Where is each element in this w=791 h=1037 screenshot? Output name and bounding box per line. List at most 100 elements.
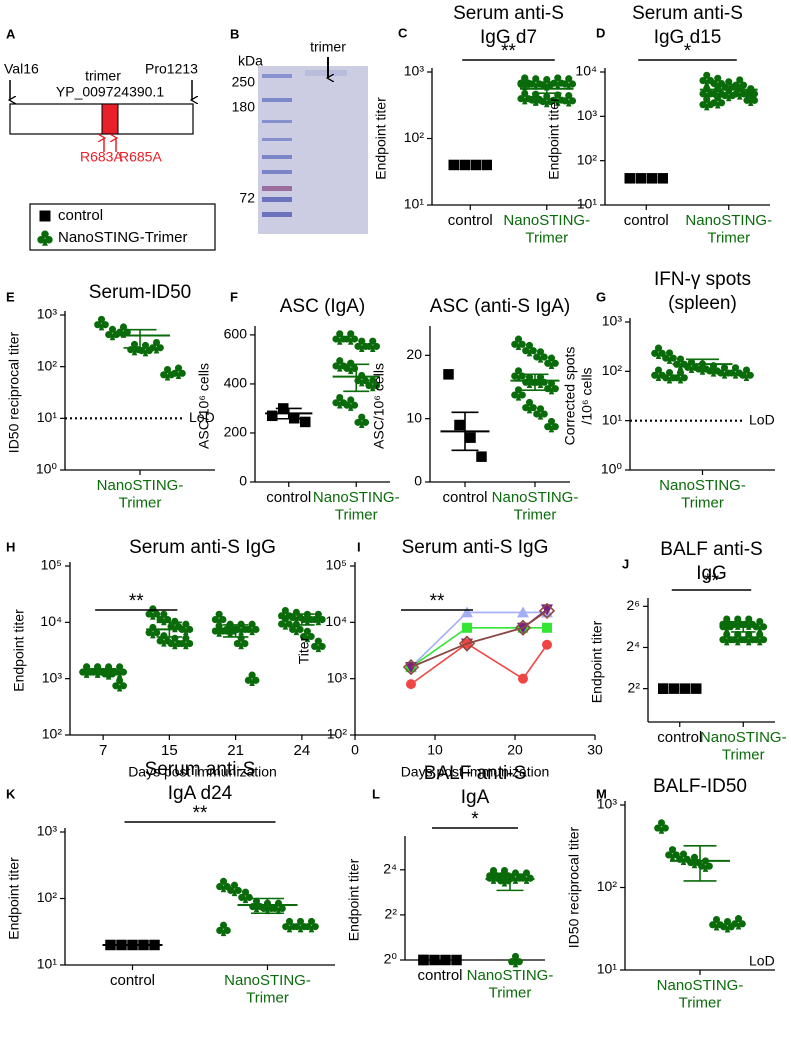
square xyxy=(657,173,668,184)
data-point xyxy=(418,954,429,966)
club-leaf xyxy=(116,676,124,685)
data-point xyxy=(448,159,459,171)
y-tick-label: 10² xyxy=(327,726,348,742)
club-leaf xyxy=(372,342,381,350)
data-point xyxy=(539,92,555,108)
club-leaf xyxy=(720,364,729,372)
x-tick-label: NanoSTING-Trimer xyxy=(685,212,772,246)
club-stem xyxy=(737,92,743,100)
panel-letter: M xyxy=(596,786,607,801)
data-point xyxy=(476,451,487,462)
club-leaf xyxy=(719,636,727,644)
data-point xyxy=(462,622,472,633)
data-point xyxy=(39,210,51,222)
y-tick-label: 10⁴ xyxy=(575,63,597,79)
x-tick-label: 0 xyxy=(351,742,359,758)
club-stem xyxy=(105,672,112,680)
club-stem xyxy=(116,670,123,678)
data-point xyxy=(406,679,416,690)
club-leaf xyxy=(336,393,344,402)
chart-title: IgG d7 xyxy=(480,27,537,48)
chart-title: IFN-γ spots xyxy=(654,269,751,290)
square xyxy=(448,159,459,171)
club-stem xyxy=(359,344,365,353)
club-stem xyxy=(666,356,673,364)
club-leaf xyxy=(551,385,559,393)
club-leaf xyxy=(160,610,168,618)
club-stem xyxy=(721,371,728,379)
panel-letter: L xyxy=(372,786,380,801)
club-leaf xyxy=(361,418,370,426)
club-stem xyxy=(150,612,156,620)
club-leaf xyxy=(756,630,764,639)
club-stem xyxy=(337,401,343,409)
club-leaf xyxy=(533,410,541,418)
club-stem xyxy=(238,627,244,636)
club-stem xyxy=(249,678,255,687)
club-stem xyxy=(231,888,238,897)
y-tick-label: 10³ xyxy=(327,669,348,685)
club-leaf xyxy=(536,405,545,413)
data-point xyxy=(561,92,577,107)
club-stem xyxy=(757,625,763,633)
club-leaf xyxy=(285,620,293,628)
data-point xyxy=(651,366,666,381)
data-point xyxy=(731,915,746,930)
club-leaf xyxy=(216,883,224,891)
club-stem xyxy=(746,638,752,646)
data-point xyxy=(138,341,153,357)
data-point xyxy=(514,619,532,636)
y-tick-label: 10⁰ xyxy=(601,461,623,477)
club-leaf xyxy=(311,642,319,651)
club-stem xyxy=(370,344,376,353)
significance-label: ** xyxy=(129,591,144,612)
club-leaf xyxy=(703,95,711,103)
square xyxy=(646,173,657,184)
club-leaf xyxy=(171,369,179,377)
y-tick-label: 10² xyxy=(577,151,598,167)
square xyxy=(454,419,465,431)
data-point xyxy=(517,89,533,105)
y-tick-label: 600 xyxy=(224,326,248,342)
club-leaf xyxy=(500,867,509,875)
lod-label: LoD xyxy=(189,409,215,425)
club-leaf xyxy=(296,625,304,634)
club-leaf xyxy=(215,622,223,630)
club-leaf xyxy=(699,101,707,109)
club-stem xyxy=(537,380,544,389)
square xyxy=(440,954,451,966)
club-leaf xyxy=(529,404,537,412)
club-leaf xyxy=(347,396,355,404)
trimer-band xyxy=(305,70,347,76)
data-point xyxy=(365,337,381,353)
lod-label: LoD xyxy=(749,411,775,427)
club-leaf xyxy=(219,921,228,929)
club-stem xyxy=(704,102,710,111)
x-tick-label: 7 xyxy=(99,742,107,759)
club-leaf xyxy=(296,917,305,925)
club-leaf xyxy=(215,610,223,618)
club-leaf xyxy=(745,615,753,623)
club-stem xyxy=(677,376,684,384)
club-leaf xyxy=(314,637,322,645)
data-point xyxy=(156,610,172,626)
data-point xyxy=(112,676,127,692)
diamond xyxy=(458,635,476,652)
club-leaf xyxy=(156,615,164,624)
club-leaf xyxy=(750,96,759,104)
club-leaf xyxy=(705,862,713,870)
club-leaf xyxy=(219,615,227,624)
club-leaf xyxy=(307,917,316,925)
club-leaf xyxy=(714,94,722,102)
club-stem xyxy=(161,639,167,647)
data-point xyxy=(461,606,473,618)
club-leaf xyxy=(343,401,351,409)
club-stem xyxy=(98,323,105,331)
club-leaf xyxy=(336,330,344,338)
diamond xyxy=(514,619,532,636)
ladder-band xyxy=(262,155,292,159)
club-leaf xyxy=(248,671,256,679)
club-stem xyxy=(150,631,156,639)
club-leaf xyxy=(108,325,117,333)
marker-label: 180 xyxy=(232,99,256,115)
